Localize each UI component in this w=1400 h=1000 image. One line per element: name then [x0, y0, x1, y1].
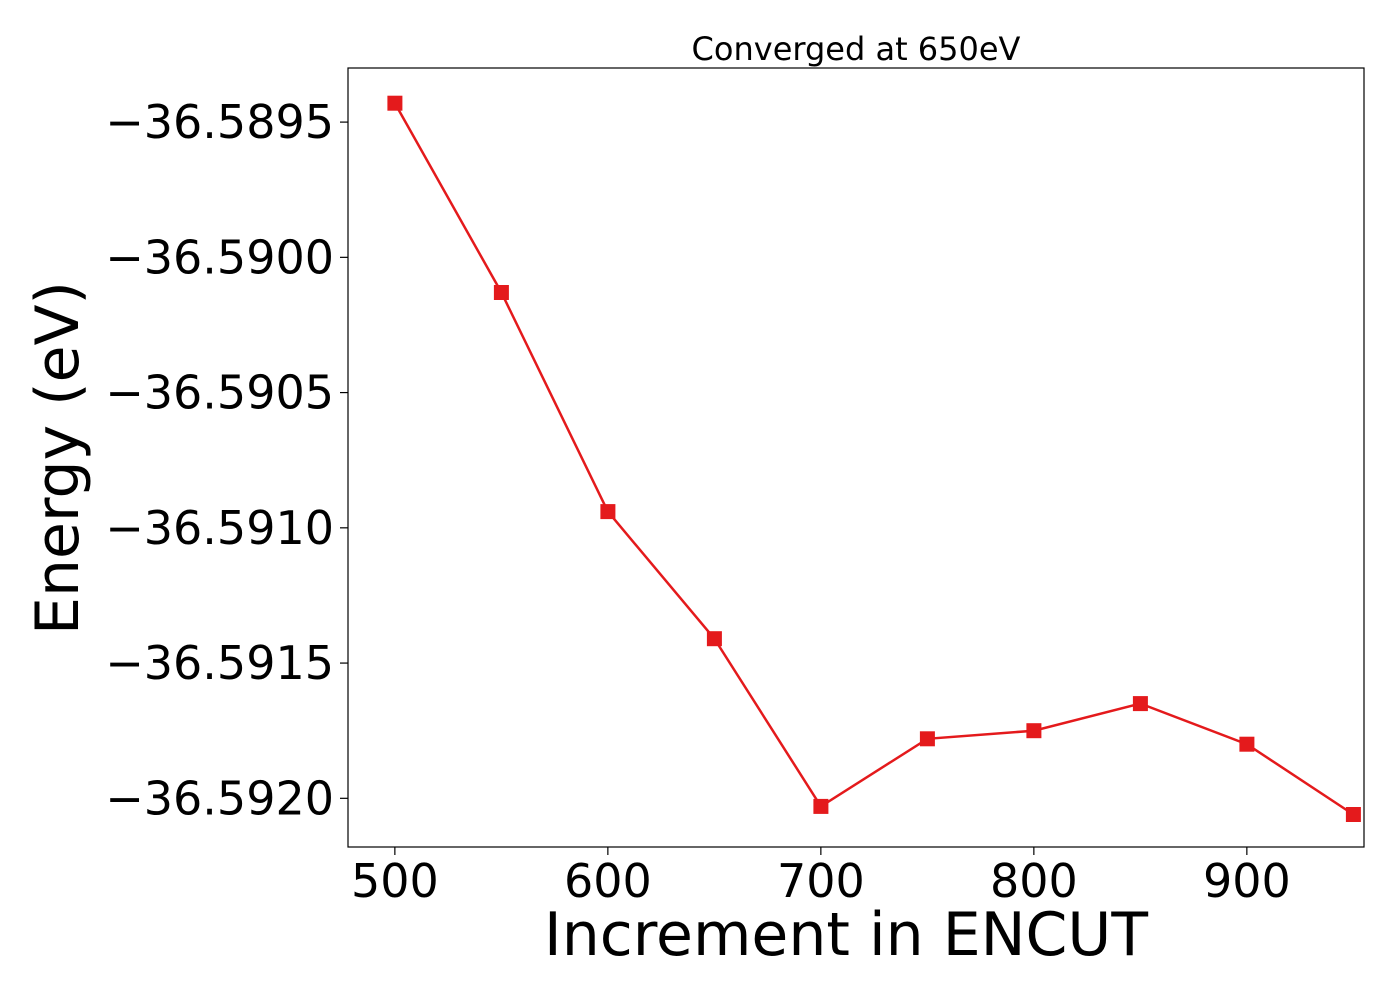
x-axis: 500 600 700 800 900	[351, 847, 1291, 908]
y-axis: −36.5895 −36.5900 −36.5905 −36.5910 −36.5915…	[105, 95, 348, 825]
data-point-marker	[813, 798, 829, 814]
series-layer	[387, 95, 1361, 822]
y-tick-label: −36.5905	[105, 366, 334, 420]
data-point-marker	[1132, 696, 1148, 712]
y-tick-label: −36.5920	[105, 771, 334, 825]
x-axis-label: Increment in ENCUT	[544, 900, 1148, 970]
y-tick-label: −36.5915	[105, 636, 334, 690]
data-point-marker	[919, 731, 935, 747]
y-tick-label: −36.5900	[105, 230, 334, 284]
x-tick-label: 800	[990, 854, 1078, 908]
chart-title: Converged at 650eV	[692, 30, 1021, 68]
y-tick-label: −36.5910	[105, 501, 334, 555]
data-point-marker	[600, 504, 616, 520]
data-point-marker	[1345, 807, 1361, 822]
y-axis-label: Energy (eV)	[23, 281, 93, 635]
x-tick-label: 700	[777, 854, 865, 908]
data-point-marker	[706, 631, 722, 647]
series-line	[393, 102, 1355, 816]
plot-area	[347, 67, 1365, 848]
data-point-marker	[493, 285, 509, 300]
x-tick-label: 900	[1203, 854, 1291, 908]
x-tick-label: 600	[564, 854, 652, 908]
y-tick-label: −36.5895	[105, 95, 334, 149]
data-point-marker	[387, 95, 403, 111]
data-point-marker	[1026, 723, 1042, 739]
data-point-marker	[1239, 736, 1255, 752]
x-tick-label: 500	[351, 854, 439, 908]
